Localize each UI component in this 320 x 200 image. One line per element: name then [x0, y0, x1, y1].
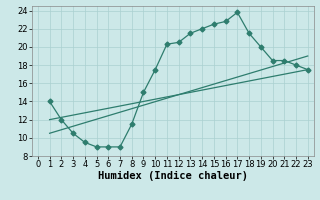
X-axis label: Humidex (Indice chaleur): Humidex (Indice chaleur)	[98, 171, 248, 181]
